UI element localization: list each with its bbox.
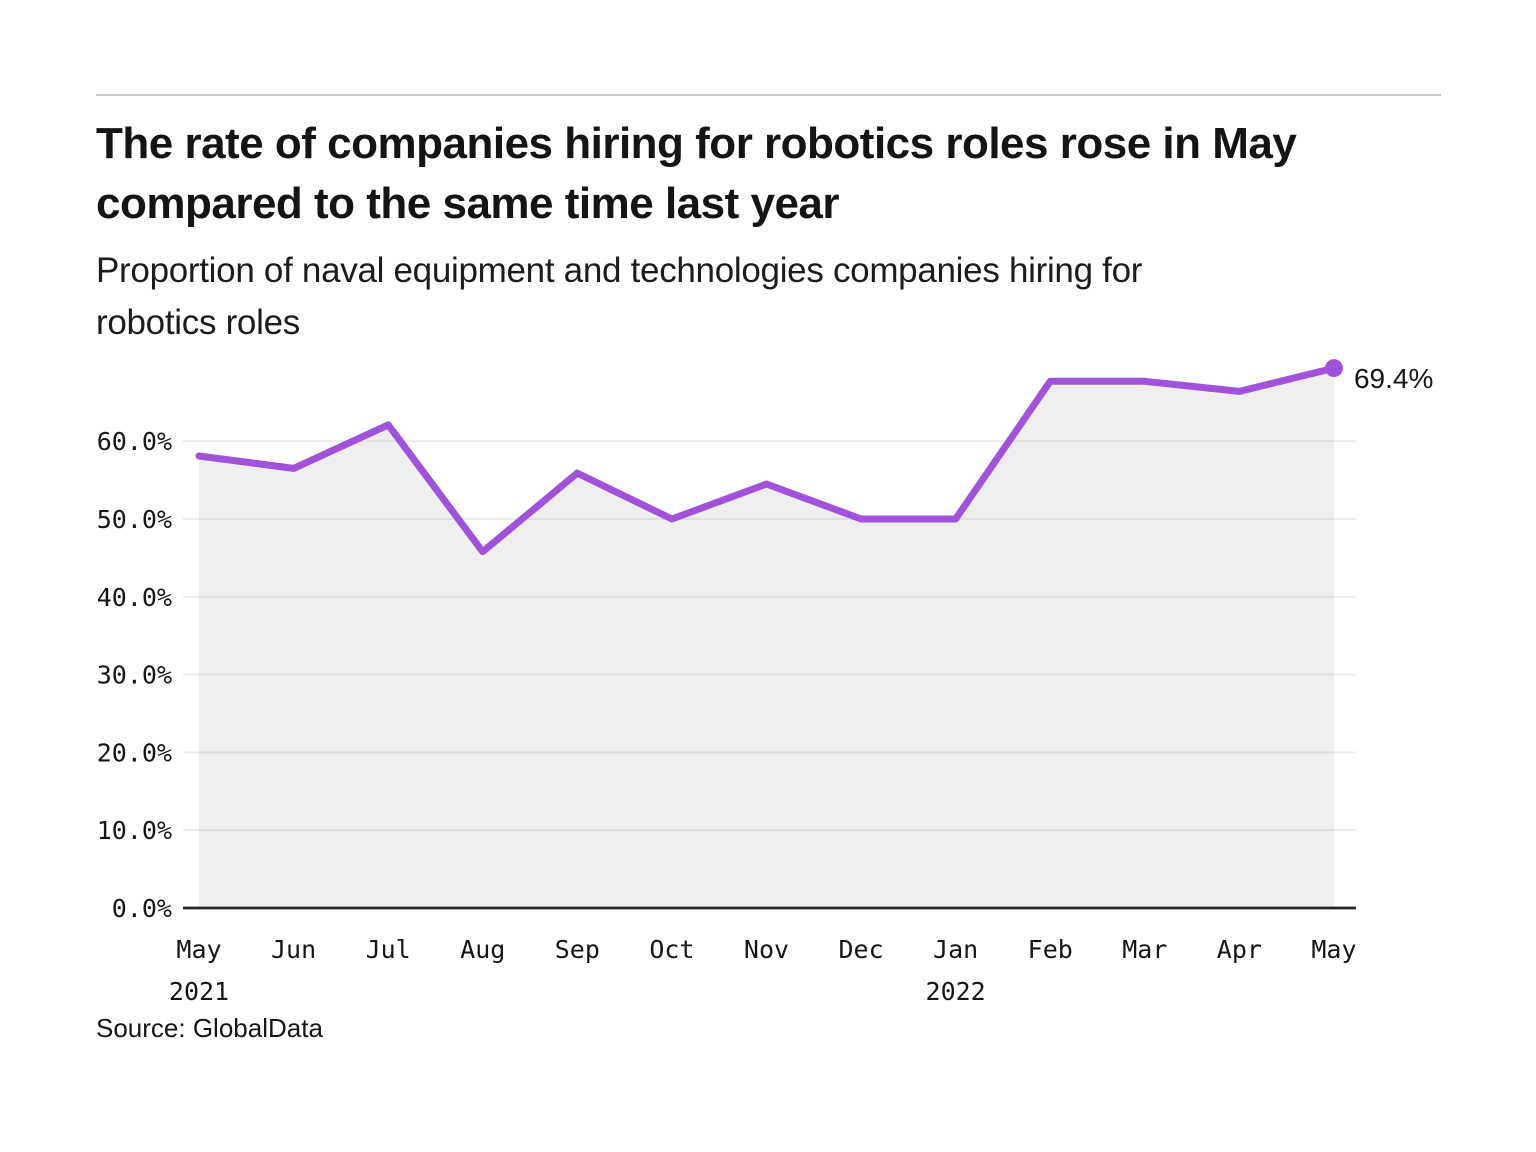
x-tick-label: Aug	[460, 935, 505, 964]
source-note: Source: GlobalData	[96, 1013, 323, 1043]
x-tick-year-label: 2021	[169, 977, 229, 1006]
y-tick-label: 20.0%	[97, 738, 172, 767]
x-tick-label: May	[1311, 935, 1356, 964]
y-tick-label: 60.0%	[97, 427, 172, 456]
end-point-marker	[1324, 359, 1343, 378]
data-line	[195, 364, 1338, 556]
y-tick-label: 40.0%	[97, 583, 172, 612]
chart-area-fill	[199, 368, 1334, 909]
y-tick-label: 50.0%	[97, 505, 172, 534]
top-divider-rule	[96, 94, 1441, 96]
chart-title: The rate of companies hiring for robotic…	[96, 119, 1297, 228]
y-tick-label: 10.0%	[97, 816, 172, 845]
x-tick-label: Mar	[1122, 935, 1167, 964]
y-tick-label: 30.0%	[97, 661, 172, 690]
x-tick-label: May	[176, 935, 221, 964]
x-tick-label: Feb	[1028, 935, 1073, 964]
x-tick-label: Sep	[555, 935, 600, 964]
end-value-label: 69.4%	[1354, 363, 1433, 394]
x-tick-year-label: 2022	[926, 977, 986, 1006]
x-tick-label: Jan	[933, 935, 978, 964]
x-tick-label: Dec	[838, 935, 883, 964]
x-tick-label: Nov	[744, 935, 789, 964]
line-chart: 0.0% 10.0% 20.0% 30.0% 40.0% 50.0% 60.0% May Jun…	[0, 340, 1536, 1020]
chart-subtitle: Proportion of naval equipment and techno…	[96, 251, 1143, 342]
y-tick-label: 0.0%	[112, 894, 172, 923]
x-tick-label: Jun	[271, 935, 316, 964]
x-tick-label: Apr	[1217, 935, 1262, 964]
x-tick-label: Oct	[649, 935, 694, 964]
x-tick-label: Jul	[366, 935, 411, 964]
